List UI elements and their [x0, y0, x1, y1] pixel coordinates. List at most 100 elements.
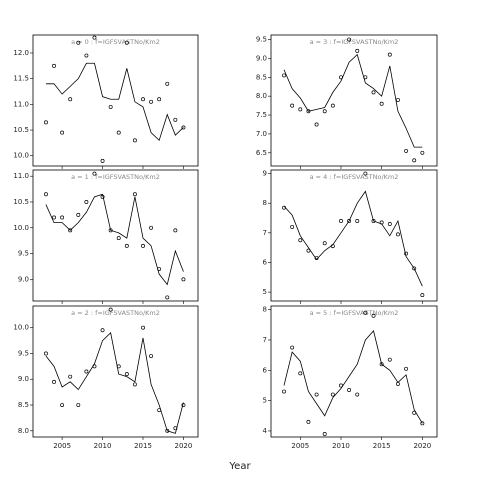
data-point — [322, 432, 327, 436]
data-point — [306, 419, 311, 424]
data-point — [141, 97, 145, 102]
data-point — [116, 364, 121, 369]
data-point — [330, 244, 335, 249]
data-point — [404, 251, 409, 256]
data-point — [355, 392, 360, 397]
data-point — [314, 256, 319, 260]
data-point — [363, 310, 368, 315]
data-point — [149, 354, 154, 358]
x-tick-label: 2015 — [373, 442, 391, 450]
data-point — [387, 221, 392, 226]
data-point — [412, 266, 417, 271]
data-point — [379, 220, 384, 225]
data-point — [165, 295, 170, 300]
y-tick-label: 9.5 — [256, 36, 267, 44]
y-tick-label: 9.0 — [18, 275, 29, 283]
data-point — [68, 97, 73, 102]
data-point — [298, 107, 303, 112]
panel-title: a = 2 : f=IGFSVASTNo/Km2 — [71, 309, 160, 317]
data-point — [76, 40, 81, 45]
panel-title: a = 4 : f=IGFSVASTNo/Km2 — [310, 173, 399, 181]
data-point — [404, 366, 409, 371]
data-point — [132, 192, 137, 197]
data-point — [141, 243, 145, 248]
data-point — [165, 428, 170, 433]
data-point — [363, 75, 368, 80]
y-tick-label: 8 — [263, 306, 267, 314]
data-point — [355, 219, 360, 223]
y-tick-label: 5 — [263, 397, 267, 405]
y-tick-label: 8 — [263, 199, 267, 207]
data-point — [314, 122, 319, 127]
y-tick-label: 10.0 — [13, 224, 29, 232]
panel-frame — [270, 169, 438, 302]
data-line — [45, 62, 184, 142]
data-point — [60, 215, 65, 220]
panel-frame — [32, 305, 199, 438]
data-point — [371, 219, 376, 223]
y-tick-label: 6 — [263, 366, 268, 374]
y-tick-label: 9.0 — [256, 54, 267, 62]
x-axis-label: Year — [228, 461, 251, 472]
y-tick-label: 11.0 — [13, 100, 29, 108]
y-tick-label: 4 — [263, 427, 268, 435]
x-tick-label: 2005 — [53, 442, 71, 450]
data-point — [157, 408, 162, 413]
data-point — [181, 125, 186, 130]
y-tick-label: 7.5 — [256, 111, 267, 119]
data-point — [420, 150, 425, 155]
data-point — [339, 75, 343, 80]
y-tick-label: 9.5 — [18, 349, 29, 357]
data-point — [347, 388, 352, 392]
data-point — [339, 383, 343, 388]
data-point — [92, 171, 97, 176]
data-point — [124, 40, 129, 45]
y-tick-label: 5 — [263, 288, 267, 296]
data-line — [45, 332, 184, 434]
y-tick-label: 9.5 — [18, 250, 29, 258]
data-point — [60, 130, 65, 135]
data-point — [149, 225, 154, 230]
panel-frame — [32, 169, 199, 302]
data-point — [100, 158, 105, 163]
data-point — [290, 103, 295, 108]
panel-title: a = 3 : f=IGFSVASTNo/Km2 — [310, 38, 399, 46]
data-point — [322, 109, 327, 114]
panel-frame — [270, 34, 438, 167]
y-tick-label: 6.5 — [256, 149, 267, 157]
data-point — [412, 158, 417, 163]
data-point — [371, 313, 376, 318]
y-tick-label: 12.0 — [13, 49, 29, 57]
data-point — [412, 410, 417, 415]
data-point — [355, 48, 360, 53]
panel-title: a = 0 : f=IGFSVASTNo/Km2 — [71, 38, 160, 46]
data-point — [173, 117, 178, 122]
data-point — [84, 53, 89, 58]
data-point — [298, 238, 303, 243]
x-tick-label: 2015 — [134, 442, 152, 450]
y-tick-label: 8.0 — [18, 427, 29, 435]
data-point — [108, 104, 113, 109]
data-point — [371, 90, 376, 95]
data-line — [45, 193, 184, 286]
y-tick-label: 11.5 — [13, 75, 29, 83]
data-point — [306, 248, 311, 253]
data-point — [141, 325, 145, 330]
data-point — [60, 403, 65, 407]
data-line — [283, 330, 423, 424]
x-tick-label: 2005 — [291, 442, 309, 450]
y-tick-label: 10.0 — [13, 324, 29, 332]
y-tick-label: 8.5 — [256, 73, 267, 81]
data-point — [100, 194, 105, 199]
data-point — [43, 351, 48, 356]
data-point — [149, 99, 154, 104]
y-tick-label: 10.5 — [13, 198, 29, 206]
y-tick-label: 7 — [263, 229, 267, 237]
data-point — [298, 371, 303, 376]
x-tick-label: 2010 — [332, 442, 350, 450]
data-point — [116, 236, 121, 241]
data-point — [124, 372, 129, 377]
data-point — [76, 212, 81, 217]
y-tick-label: 7.0 — [256, 130, 267, 138]
